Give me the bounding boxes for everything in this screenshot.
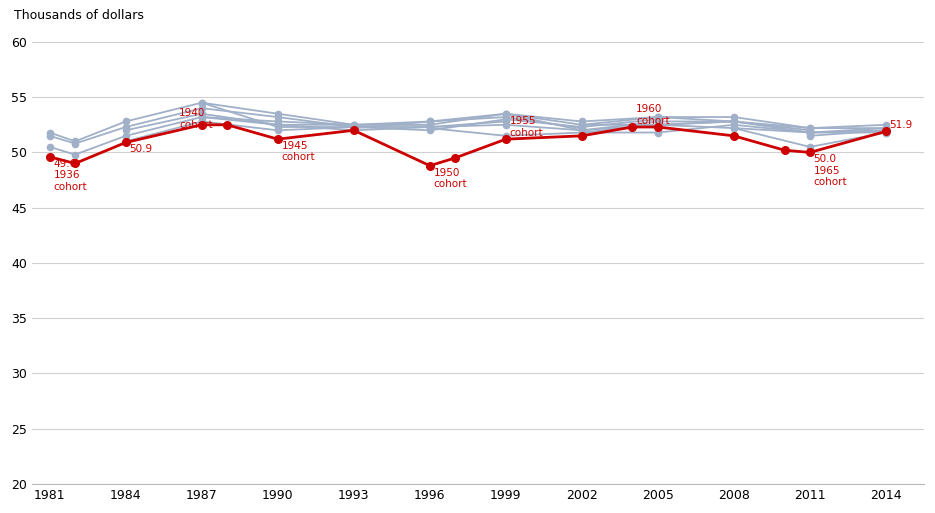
Text: 1950
cohort: 1950 cohort — [434, 168, 468, 189]
Text: 1940
cohort: 1940 cohort — [179, 108, 212, 130]
Text: 1945
cohort: 1945 cohort — [281, 141, 315, 163]
Text: 51.9: 51.9 — [890, 121, 913, 130]
Text: 1955
cohort: 1955 cohort — [510, 116, 543, 138]
Text: 1960
cohort: 1960 cohort — [637, 104, 669, 126]
Text: Thousands of dollars: Thousands of dollars — [14, 9, 144, 22]
Text: 49.6
1936
cohort: 49.6 1936 cohort — [53, 159, 87, 192]
Text: 50.9: 50.9 — [130, 144, 152, 153]
Text: 50.0
1965
cohort: 50.0 1965 cohort — [813, 154, 847, 187]
